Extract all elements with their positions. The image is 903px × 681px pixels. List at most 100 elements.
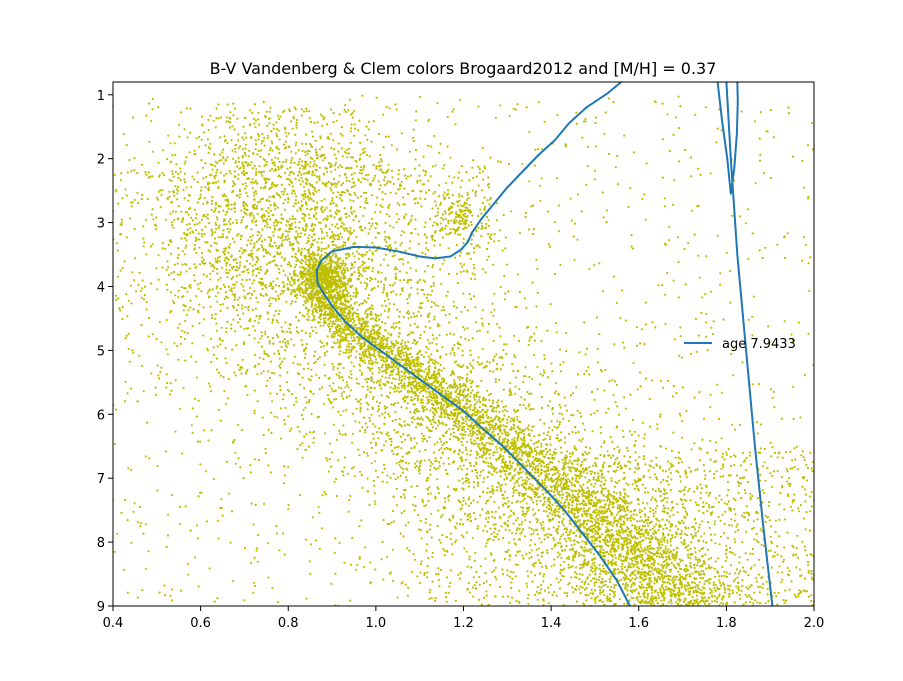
star-point (522, 437, 526, 440)
star-point (459, 336, 463, 339)
star-point (587, 491, 591, 494)
star-point (596, 490, 599, 493)
star-point (508, 455, 511, 458)
star-point (346, 267, 349, 270)
star-point (495, 410, 498, 413)
star-point (268, 253, 272, 256)
star-point (278, 194, 281, 197)
star-point (482, 451, 485, 454)
star-point (638, 585, 641, 588)
star-point (678, 564, 681, 567)
star-point (750, 583, 753, 587)
star-point (617, 529, 621, 532)
star-point (359, 344, 362, 347)
star-point (427, 355, 430, 358)
star-point (459, 383, 462, 386)
star-point (350, 278, 353, 281)
star-point (529, 482, 532, 485)
star-point (632, 581, 635, 584)
star-point (325, 258, 328, 261)
star-point (173, 194, 176, 197)
star-point (545, 549, 549, 552)
star-point (442, 462, 445, 465)
star-point (476, 429, 479, 432)
star-point (443, 411, 446, 414)
star-point (362, 350, 365, 353)
star-point (643, 559, 646, 562)
star-point (323, 236, 326, 240)
star-point (338, 386, 341, 389)
star-point (646, 597, 649, 600)
star-point (481, 446, 484, 449)
star-point (366, 320, 369, 323)
star-point (637, 541, 640, 545)
star-point (447, 591, 450, 594)
star-point (414, 394, 417, 397)
star-point (273, 241, 277, 244)
star-point (619, 503, 622, 507)
star-point (506, 441, 509, 444)
star-point (571, 478, 574, 481)
star-point (593, 542, 596, 545)
star-point (419, 336, 422, 340)
star-point (461, 444, 464, 447)
star-point (484, 426, 487, 429)
star-point (223, 285, 226, 288)
star-point (218, 260, 221, 263)
star-point (569, 455, 572, 458)
star-point (435, 360, 438, 364)
star-point (433, 372, 436, 375)
star-point (655, 555, 658, 558)
star-point (439, 405, 442, 408)
star-point (333, 269, 336, 272)
star-point (694, 551, 697, 554)
star-point (538, 458, 541, 461)
star-point (362, 302, 365, 305)
star-point (739, 597, 742, 600)
star-point (395, 373, 398, 376)
star-point (650, 459, 653, 462)
star-point (556, 471, 559, 474)
star-point (579, 472, 582, 475)
star-point (421, 404, 424, 407)
star-point (398, 374, 401, 377)
star-point (504, 473, 507, 476)
star-point (198, 246, 201, 249)
star-point (352, 229, 356, 232)
star-point (474, 442, 477, 445)
star-point (571, 565, 574, 568)
star-point (581, 586, 584, 589)
star-point (616, 466, 619, 469)
star-point (634, 555, 637, 558)
star-point (450, 411, 453, 415)
star-point (369, 358, 373, 362)
star-point (368, 222, 371, 225)
star-point (658, 541, 662, 544)
star-point (443, 553, 446, 557)
star-point (598, 501, 602, 504)
star-point (664, 570, 667, 573)
star-point (490, 490, 493, 493)
star-point (696, 601, 700, 604)
star-point (610, 543, 613, 546)
star-point (343, 296, 346, 299)
star-point (701, 577, 705, 580)
star-point (470, 424, 473, 427)
star-point (532, 442, 535, 445)
star-point (434, 457, 437, 460)
star-point (333, 322, 336, 325)
star-point (486, 409, 489, 412)
star-point (513, 417, 516, 420)
star-point (648, 559, 652, 562)
star-point (607, 470, 610, 473)
star-point (653, 582, 656, 585)
star-point (423, 370, 426, 373)
star-point (244, 372, 247, 375)
star-point (592, 478, 595, 481)
star-point (482, 396, 485, 399)
star-point (315, 190, 318, 193)
star-point (622, 555, 625, 558)
star-point (245, 185, 248, 188)
star-point (599, 453, 602, 457)
star-point (390, 333, 393, 336)
